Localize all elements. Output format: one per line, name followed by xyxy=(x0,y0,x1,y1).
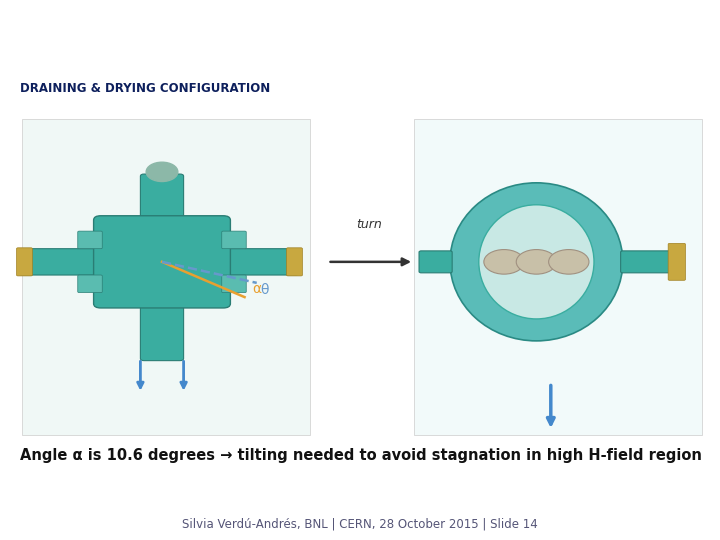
FancyBboxPatch shape xyxy=(140,301,184,361)
Text: DRAINING & DRYING CONFIGURATION: DRAINING & DRYING CONFIGURATION xyxy=(20,82,271,95)
Text: BCP & HPR at JLab facility: BCP & HPR at JLab facility xyxy=(16,18,401,44)
FancyBboxPatch shape xyxy=(220,249,299,275)
FancyBboxPatch shape xyxy=(17,248,32,276)
FancyBboxPatch shape xyxy=(222,275,246,293)
FancyBboxPatch shape xyxy=(140,174,184,222)
FancyBboxPatch shape xyxy=(222,231,246,249)
Ellipse shape xyxy=(479,205,594,319)
Text: θ: θ xyxy=(261,283,269,297)
Circle shape xyxy=(484,249,524,274)
Circle shape xyxy=(146,162,178,181)
FancyBboxPatch shape xyxy=(419,251,452,273)
FancyBboxPatch shape xyxy=(22,119,310,435)
FancyBboxPatch shape xyxy=(414,119,702,435)
Text: Silvia Verdú-Andrés, BNL | CERN, 28 October 2015 | Slide 14: Silvia Verdú-Andrés, BNL | CERN, 28 Octo… xyxy=(182,517,538,530)
FancyBboxPatch shape xyxy=(78,231,102,249)
FancyBboxPatch shape xyxy=(287,248,302,276)
Circle shape xyxy=(516,249,557,274)
FancyBboxPatch shape xyxy=(18,249,104,275)
Text: α: α xyxy=(252,282,261,296)
FancyBboxPatch shape xyxy=(94,216,230,308)
Ellipse shape xyxy=(450,183,623,341)
Circle shape xyxy=(549,249,589,274)
FancyBboxPatch shape xyxy=(621,251,675,273)
Text: Angle α is 10.6 degrees → tilting needed to avoid stagnation in high H-field reg: Angle α is 10.6 degrees → tilting needed… xyxy=(20,448,702,463)
FancyBboxPatch shape xyxy=(668,244,685,280)
Text: turn: turn xyxy=(356,218,382,231)
FancyBboxPatch shape xyxy=(78,275,102,293)
